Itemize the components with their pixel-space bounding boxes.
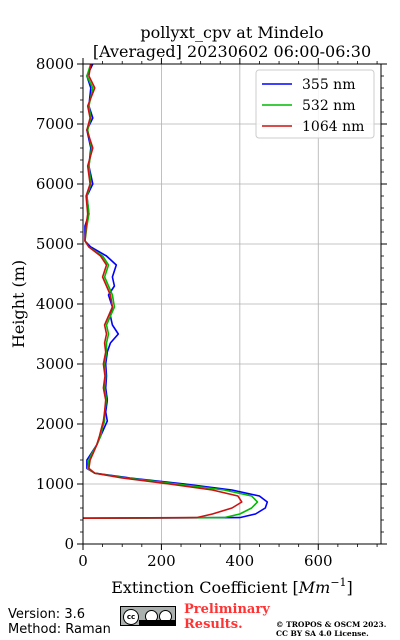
x-tick-label: 200 <box>147 552 176 570</box>
series-layer <box>82 63 269 519</box>
cc-badge-strip <box>139 620 175 625</box>
method-text: Method: Raman <box>8 622 111 637</box>
x-tick-label: 600 <box>304 552 333 570</box>
y-tick-label: 5000 <box>36 235 74 253</box>
axis-ticks: 0 200 400 600010002000300040005000600070008… <box>36 55 387 570</box>
y-axis-label: Height (m) <box>9 260 28 348</box>
y-tick-label: 3000 <box>36 355 74 373</box>
y-tick-label: 4000 <box>36 295 74 313</box>
legend-box <box>255 69 375 139</box>
y-tick-label: 1000 <box>36 475 74 493</box>
y-tick-label: 8000 <box>36 55 74 73</box>
legend-label: 532 nm <box>302 98 355 114</box>
x-axis-label-close-bracket: ] <box>347 578 353 597</box>
legend: 355 nm 532 nm 1064 nm <box>255 69 375 139</box>
x-axis-label: Extinction Coefficient [Mm−1] <box>111 576 353 597</box>
x-tick-label: 400 <box>226 552 255 570</box>
chart-title: pollyxt_cpv at Mindelo <box>140 23 323 42</box>
version-text: Version: 3.6 <box>8 607 85 622</box>
y-tick-label: 7000 <box>36 115 74 133</box>
x-axis-label-open-bracket: [ <box>293 578 299 597</box>
cc-icon: cc <box>123 609 139 625</box>
cc-license-badge: cc <box>120 606 176 626</box>
preliminary-results-note: Preliminary Results. <box>184 602 270 632</box>
legend-label: 1064 nm <box>302 119 364 135</box>
x-axis-label-text: Extinction Coefficient <box>111 578 288 597</box>
chart-subtitle: [Averaged] 20230602 06:00-06:30 <box>93 42 371 61</box>
legend-label: 355 nm <box>302 77 355 93</box>
x-tick-label: 0 <box>78 552 88 570</box>
copyright-text: © TROPOS & OSCM 2023. CC BY SA 4.0 Licen… <box>276 620 387 638</box>
y-tick-label: 6000 <box>36 175 74 193</box>
series-line-1064-nm <box>82 63 243 519</box>
x-axis-unit: Mm <box>298 578 331 597</box>
y-tick-label: 2000 <box>36 415 74 433</box>
x-axis-unit-exponent: −1 <box>330 576 346 589</box>
y-tick-label: 0 <box>64 535 74 553</box>
